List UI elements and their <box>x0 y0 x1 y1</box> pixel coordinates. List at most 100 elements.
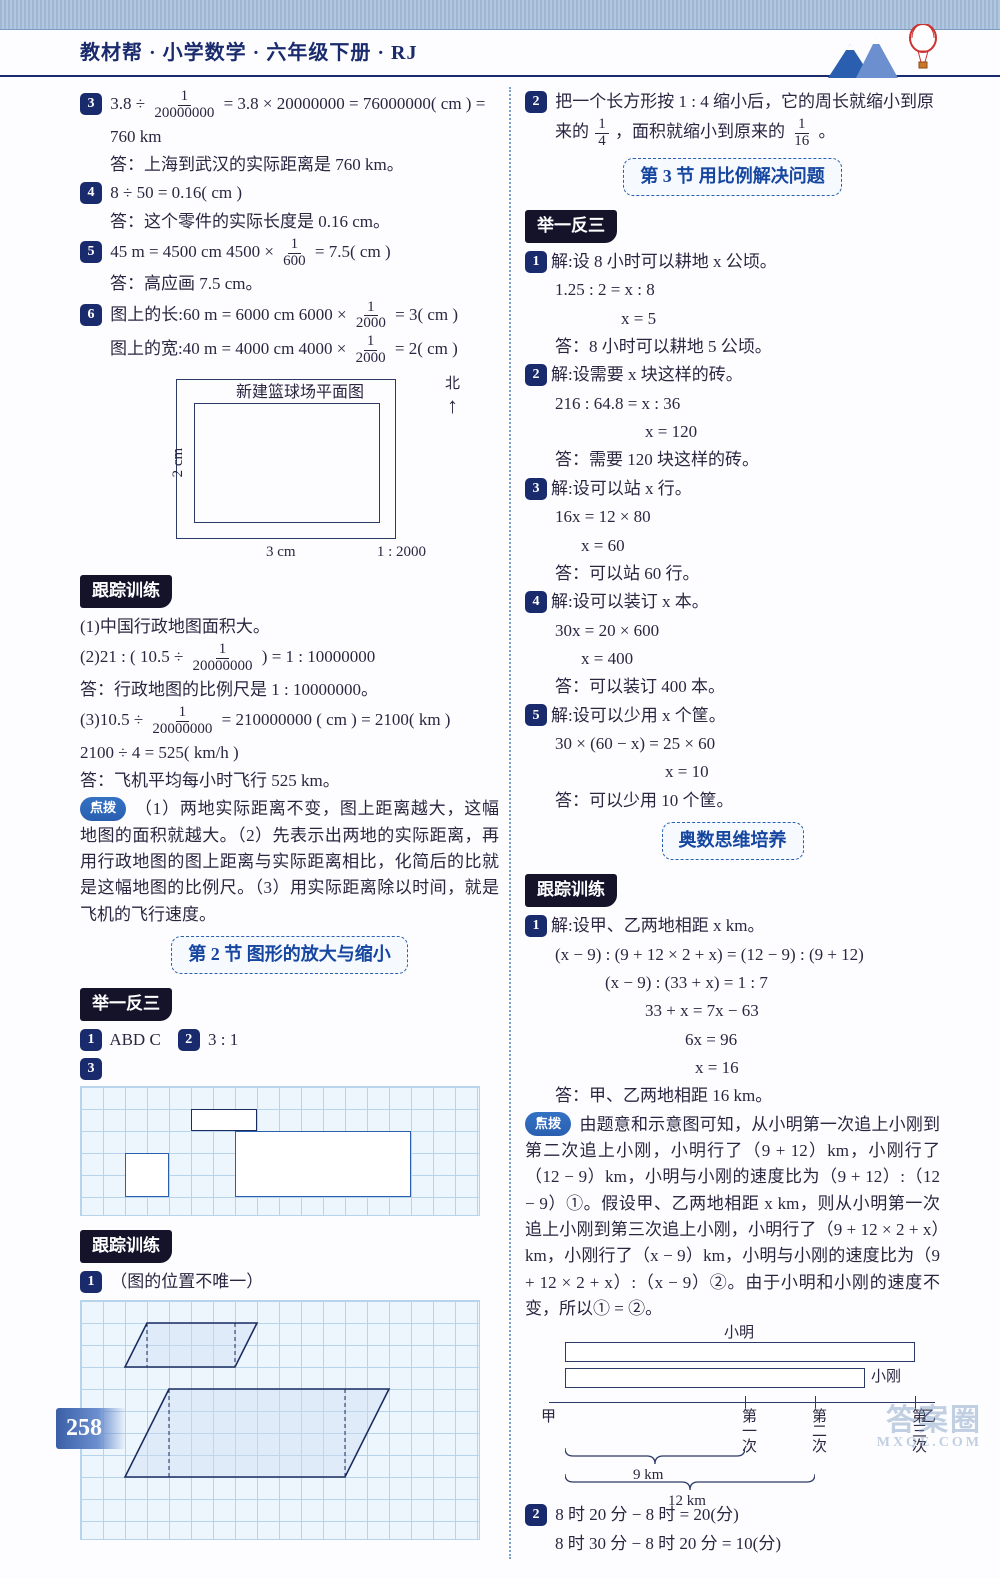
num: 1 <box>525 915 547 937</box>
num-5: 5 <box>80 241 102 263</box>
expr: 33 + x = 7x − 63 <box>525 998 940 1024</box>
answer: 答：需要 120 块这样的砖。 <box>525 447 940 473</box>
track-pill-2: 跟踪训练 <box>80 1230 172 1263</box>
parallelogram <box>125 1389 389 1477</box>
expr: ) = 1 : 10000000 <box>262 648 375 667</box>
expr: 图上的宽:40 m = 4000 cm 4000 × <box>110 339 351 358</box>
r-p2b: 2 8 时 20 分 − 8 时 = 20(分) <box>525 1502 940 1528</box>
expr: 45 m = 4500 cm 4500 × <box>110 242 278 261</box>
expr: x = 10 <box>525 759 940 785</box>
q3-row: 3 <box>80 1056 499 1082</box>
r-o1: 1解:设甲、乙两地相距 x km。 (x − 9) : (9 + 12 × 2 … <box>525 913 940 1109</box>
text: 解:设 8 小时可以耕地 x 公顷。 <box>551 252 777 271</box>
arrow-up-icon: ↑ <box>447 393 458 418</box>
grid-figure-2 <box>80 1300 480 1540</box>
answer: 答：甲、乙两地相距 16 km。 <box>525 1083 940 1109</box>
parallelogram <box>125 1323 257 1367</box>
fraction: 120000000 <box>190 642 256 675</box>
r-q1: 1解:设 8 小时可以耕地 x 公顷。 1.25 : 2 = x : 8 x =… <box>525 249 940 360</box>
text: 解:设需要 x 块这样的砖。 <box>551 365 743 384</box>
expr: 3.8 ÷ <box>110 94 149 113</box>
r-q5: 5解:设可以少用 x 个筐。 30 × (60 − x) = 25 × 60 x… <box>525 703 940 814</box>
fraction: 14 <box>595 117 609 150</box>
tip-text: 由题意和示意图可知，从小明第一次追上小刚到第二次追上小刚，小明行了（9 + 12… <box>525 1115 940 1318</box>
expr: 760 km <box>80 124 499 150</box>
x-label: 3 cm <box>266 541 296 564</box>
expr: x = 60 <box>525 533 940 559</box>
fraction: 1600 <box>280 237 309 270</box>
example-pill-r: 举一反三 <box>525 210 617 243</box>
grid-figure-1 <box>80 1086 480 1216</box>
tip-text: （1）两地实际距离不变，图上距离越大，这幅地图的面积就越大。（2）先表示出两地的… <box>80 799 499 923</box>
num: 3 <box>525 478 547 500</box>
answer: 答：高应画 7.5 cm。 <box>80 271 499 297</box>
track-pill-r: 跟踪训练 <box>525 874 617 907</box>
num-2: 2 <box>178 1029 200 1051</box>
tip-icon: 点拨 <box>525 1112 571 1136</box>
scale-label: 1 : 2000 <box>377 541 426 564</box>
num-3: 3 <box>80 93 102 115</box>
item-3: 3 3.8 ÷ 120000000 = 3.8 × 20000000 = 760… <box>80 89 499 122</box>
tick-label: 第二次 <box>807 1408 825 1453</box>
answer: 答：可以站 60 行。 <box>525 561 940 587</box>
grid-rect <box>191 1109 257 1131</box>
watermark: 答案圈 MXQE.COM <box>877 1405 982 1451</box>
expr: 1.25 : 2 = x : 8 <box>525 277 940 303</box>
text: 解:设可以站 x 行。 <box>551 479 692 498</box>
fraction: 116 <box>791 117 812 150</box>
text: 解:设可以装订 x 本。 <box>551 592 709 611</box>
watermark-text: 答案圈 <box>886 1404 982 1437</box>
inner-rect <box>194 403 380 523</box>
expr: = 7.5( cm ) <box>315 242 391 261</box>
t2-ans: 答：行政地图的比例尺是 1 : 10000000。 <box>80 677 499 703</box>
num-6: 6 <box>80 304 102 326</box>
expr: 16x = 12 × 80 <box>525 504 940 530</box>
expr: = 3.8 × 20000000 = 76000000( cm ) = <box>224 94 486 113</box>
t3: (3)10.5 ÷ 120000000 = 210000000 ( cm ) =… <box>80 705 499 738</box>
balloon-icon <box>906 24 940 74</box>
tip-icon: 点拨 <box>80 797 126 821</box>
t2: (2)21 : ( 10.5 ÷ 120000000 ) = 1 : 10000… <box>80 642 499 675</box>
book-title: 教材帮 · 小学数学 · 六年级下册 · RJ <box>80 38 417 69</box>
num-3b: 3 <box>80 1058 102 1080</box>
r-p2: 2 把一个长方形按 1 : 4 缩小后，它的周长就缩小到原 <box>525 89 940 115</box>
num: 1 <box>525 251 547 273</box>
answer: 答：上海到武汉的实际距离是 760 km。 <box>80 152 499 178</box>
g2-q1: 1 （图的位置不唯一） <box>80 1269 499 1295</box>
expr: (x − 9) : (33 + x) = 1 : 7 <box>525 970 940 996</box>
t1: (1)中国行政地图面积大。 <box>80 614 499 640</box>
expr: x = 5 <box>525 306 940 332</box>
item-5: 5 45 m = 4500 cm 4500 × 1600 = 7.5( cm ) <box>80 237 499 270</box>
num-2r: 2 <box>525 91 547 113</box>
tip-block: 点拨 （1）两地实际距离不变，图上距离越大，这幅地图的面积就越大。（2）先表示出… <box>80 796 499 928</box>
expr: (x − 9) : (9 + 12 × 2 + x) = (12 − 9) : … <box>525 942 940 968</box>
q1-text: ABD C <box>109 1030 160 1049</box>
tip-block-r: 点拨 由题意和示意图可知，从小明第一次追上小刚到第二次追上小刚，小明行了（9 +… <box>525 1112 940 1323</box>
q2-text: 3 : 1 <box>208 1030 238 1049</box>
g2-q1-text: （图的位置不唯一） <box>110 1272 263 1291</box>
expr: 8 ÷ 50 = 0.16( cm ) <box>110 183 242 202</box>
answer: 答：8 小时可以耕地 5 公顷。 <box>525 334 940 360</box>
walking-diagram: 小明小刚甲乙第一次第二次第三次9 km12 km <box>525 1328 935 1498</box>
fraction: 12000 <box>353 334 389 367</box>
num-1b: 1 <box>80 1271 102 1293</box>
num: 4 <box>525 591 547 613</box>
answer: 答：可以少用 10 个筐。 <box>525 788 940 814</box>
expr: 8 时 20 分 − 8 时 = 20(分) <box>555 1505 739 1524</box>
r-q3: 3解:设可以站 x 行。 16x = 12 × 80 x = 60 答：可以站 … <box>525 476 940 587</box>
expr: (2)21 : ( 10.5 ÷ <box>80 648 188 667</box>
answer: 答：这个零件的实际长度是 0.16 cm。 <box>80 209 499 235</box>
text: 。 <box>819 123 836 142</box>
text: 来的 <box>555 123 589 142</box>
num: 2 <box>525 1504 547 1526</box>
num-1: 1 <box>80 1029 102 1051</box>
page-header: 教材帮 · 小学数学 · 六年级下册 · RJ <box>0 30 1000 77</box>
expr: 8 时 30 分 − 8 时 20 分 = 10(分) <box>525 1531 940 1557</box>
text: 把一个长方形按 1 : 4 缩小后，它的周长就缩小到原 <box>555 92 934 111</box>
page-number: 258 <box>56 1408 126 1449</box>
y-label: 2 cm <box>167 448 190 478</box>
expr: 图上的长:60 m = 6000 cm 6000 × <box>110 305 351 324</box>
expr: = 2( cm ) <box>395 339 458 358</box>
right-column: 2 把一个长方形按 1 : 4 缩小后，它的周长就缩小到原 来的 14 ，面积就… <box>511 87 940 1559</box>
expr: (3)10.5 ÷ <box>80 710 147 729</box>
